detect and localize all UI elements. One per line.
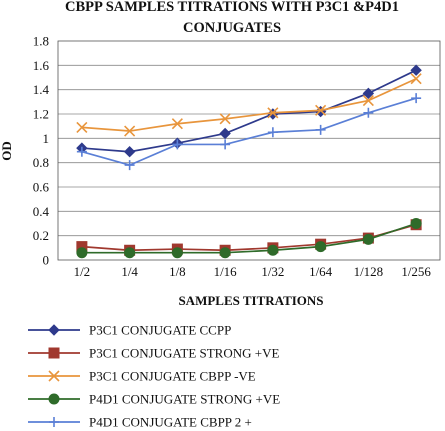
data-point bbox=[410, 64, 422, 76]
legend-marker bbox=[48, 393, 60, 405]
data-point bbox=[124, 160, 135, 171]
legend-item: P4D1 CONJUGATE CBPP 2 + bbox=[28, 415, 252, 430]
x-tick-label: 1/2 bbox=[74, 264, 91, 279]
data-point bbox=[219, 127, 231, 140]
series-line bbox=[81, 223, 417, 252]
y-tick-label: 1.6 bbox=[33, 58, 50, 73]
data-point bbox=[219, 113, 231, 125]
y-tick-label: 1.8 bbox=[33, 34, 49, 49]
x-tick-label: 1/8 bbox=[169, 264, 186, 279]
legend-label: P3C1 CONJUGATE CBPP -VE bbox=[89, 369, 256, 384]
data-point bbox=[315, 124, 326, 135]
data-point bbox=[314, 105, 327, 118]
data-point bbox=[362, 95, 374, 107]
data-point bbox=[124, 247, 136, 259]
y-tick-label: 1.2 bbox=[33, 107, 49, 122]
data-point bbox=[363, 107, 374, 118]
y-axis-ticks: 0 0.2 0.4 0.6 0.8 1 1.2 1.4 1.6 1.8 bbox=[33, 34, 50, 268]
legend-marker bbox=[48, 324, 60, 336]
data-point bbox=[410, 73, 422, 85]
x-axis-title: SAMPLES TITRATIONS bbox=[178, 293, 323, 308]
data-point bbox=[267, 244, 279, 256]
y-tick-label: 0.8 bbox=[33, 155, 49, 170]
data-point bbox=[362, 87, 375, 100]
data-point bbox=[123, 146, 136, 158]
y-tick-label: 0.6 bbox=[33, 180, 50, 195]
series-line bbox=[81, 77, 417, 132]
data-point bbox=[76, 146, 87, 157]
legend-label: P4D1 CONJUGATE CBPP 2 + bbox=[89, 415, 252, 430]
x-tick-label: 1/16 bbox=[214, 264, 238, 279]
data-point bbox=[171, 118, 183, 130]
legend-marker bbox=[49, 417, 59, 427]
data-point bbox=[315, 241, 327, 253]
x-tick-label: 1/64 bbox=[309, 264, 333, 279]
series-1 bbox=[76, 64, 422, 158]
data-point bbox=[220, 139, 231, 150]
data-point bbox=[76, 247, 88, 259]
data-point bbox=[267, 107, 279, 119]
legend-marker bbox=[48, 370, 60, 382]
data-point bbox=[219, 247, 231, 259]
legend-label: P4D1 CONJUGATE STRONG +VE bbox=[89, 392, 280, 407]
series-4 bbox=[76, 218, 422, 259]
data-point bbox=[171, 247, 183, 259]
data-point bbox=[410, 218, 422, 229]
legend-item: P3C1 CONJUGATE STRONG +VE bbox=[28, 346, 279, 361]
y-tick-label: 1 bbox=[43, 131, 50, 146]
series-5 bbox=[76, 93, 422, 171]
data-point bbox=[76, 121, 88, 133]
data-point bbox=[362, 233, 374, 245]
chart-title-line-2: CONJUGATES bbox=[183, 20, 281, 36]
data-point bbox=[315, 104, 327, 116]
x-tick-label: 1/128 bbox=[354, 264, 384, 279]
chart-title-line-1: CBPP SAMPLES TITRATIONS WITH P3C1 &P4D1 bbox=[65, 0, 399, 15]
legend-item: P3C1 CONJUGATE CCPP bbox=[28, 323, 231, 338]
x-tick-label: 1/256 bbox=[401, 264, 431, 279]
data-point bbox=[124, 125, 136, 137]
data-point bbox=[411, 93, 422, 104]
legend-marker bbox=[48, 347, 60, 359]
y-tick-label: 0 bbox=[43, 253, 50, 268]
legend-item: P3C1 CONJUGATE CBPP -VE bbox=[28, 369, 256, 384]
y-axis-title: OD bbox=[0, 141, 14, 161]
legend-label: P3C1 CONJUGATE STRONG +VE bbox=[89, 346, 279, 361]
y-tick-label: 0.2 bbox=[33, 228, 49, 243]
x-tick-label: 1/4 bbox=[121, 264, 138, 279]
series-group bbox=[76, 64, 422, 259]
series-line bbox=[81, 222, 417, 254]
legend-label: P3C1 CONJUGATE CCPP bbox=[89, 323, 231, 338]
series-3 bbox=[76, 73, 422, 137]
x-tick-label: 1/32 bbox=[261, 264, 284, 279]
legend-item: P4D1 CONJUGATE STRONG +VE bbox=[28, 392, 280, 407]
data-point bbox=[172, 139, 183, 150]
y-tick-label: 1.4 bbox=[33, 82, 50, 97]
legend: P3C1 CONJUGATE CCPP P3C1 CONJUGATE STRONG… bbox=[28, 323, 280, 430]
x-axis-ticks: 1/2 1/4 1/8 1/16 1/32 1/64 1/128 1/256 bbox=[74, 264, 432, 279]
series-line bbox=[81, 97, 417, 166]
data-point bbox=[267, 127, 278, 138]
plot-area bbox=[57, 40, 441, 261]
y-tick-label: 0.4 bbox=[33, 204, 50, 219]
series-line bbox=[81, 69, 417, 153]
